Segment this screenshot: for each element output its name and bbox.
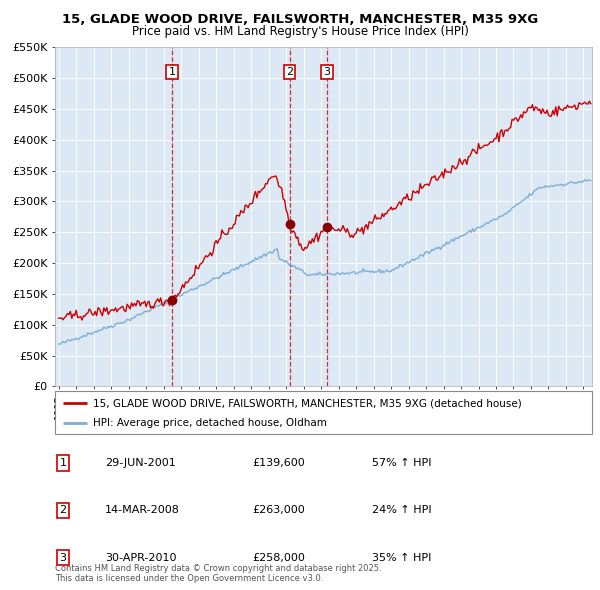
Text: 29-JUN-2001: 29-JUN-2001 <box>105 458 176 468</box>
Text: £263,000: £263,000 <box>252 506 305 515</box>
Text: 14-MAR-2008: 14-MAR-2008 <box>105 506 180 515</box>
Text: 57% ↑ HPI: 57% ↑ HPI <box>372 458 431 468</box>
Text: 15, GLADE WOOD DRIVE, FAILSWORTH, MANCHESTER, M35 9XG (detached house): 15, GLADE WOOD DRIVE, FAILSWORTH, MANCHE… <box>93 398 521 408</box>
Text: 1: 1 <box>169 67 176 77</box>
Text: £258,000: £258,000 <box>252 553 305 562</box>
Text: 3: 3 <box>323 67 331 77</box>
Text: Price paid vs. HM Land Registry's House Price Index (HPI): Price paid vs. HM Land Registry's House … <box>131 25 469 38</box>
Text: Contains HM Land Registry data © Crown copyright and database right 2025.
This d: Contains HM Land Registry data © Crown c… <box>55 563 382 583</box>
Text: HPI: Average price, detached house, Oldham: HPI: Average price, detached house, Oldh… <box>93 418 326 428</box>
Text: 3: 3 <box>59 553 67 562</box>
Text: 2: 2 <box>59 506 67 515</box>
Text: £139,600: £139,600 <box>252 458 305 468</box>
Text: 24% ↑ HPI: 24% ↑ HPI <box>372 506 431 515</box>
Text: 1: 1 <box>59 458 67 468</box>
Text: 15, GLADE WOOD DRIVE, FAILSWORTH, MANCHESTER, M35 9XG: 15, GLADE WOOD DRIVE, FAILSWORTH, MANCHE… <box>62 13 538 26</box>
Text: 30-APR-2010: 30-APR-2010 <box>105 553 176 562</box>
Text: 2: 2 <box>286 67 293 77</box>
Text: 35% ↑ HPI: 35% ↑ HPI <box>372 553 431 562</box>
